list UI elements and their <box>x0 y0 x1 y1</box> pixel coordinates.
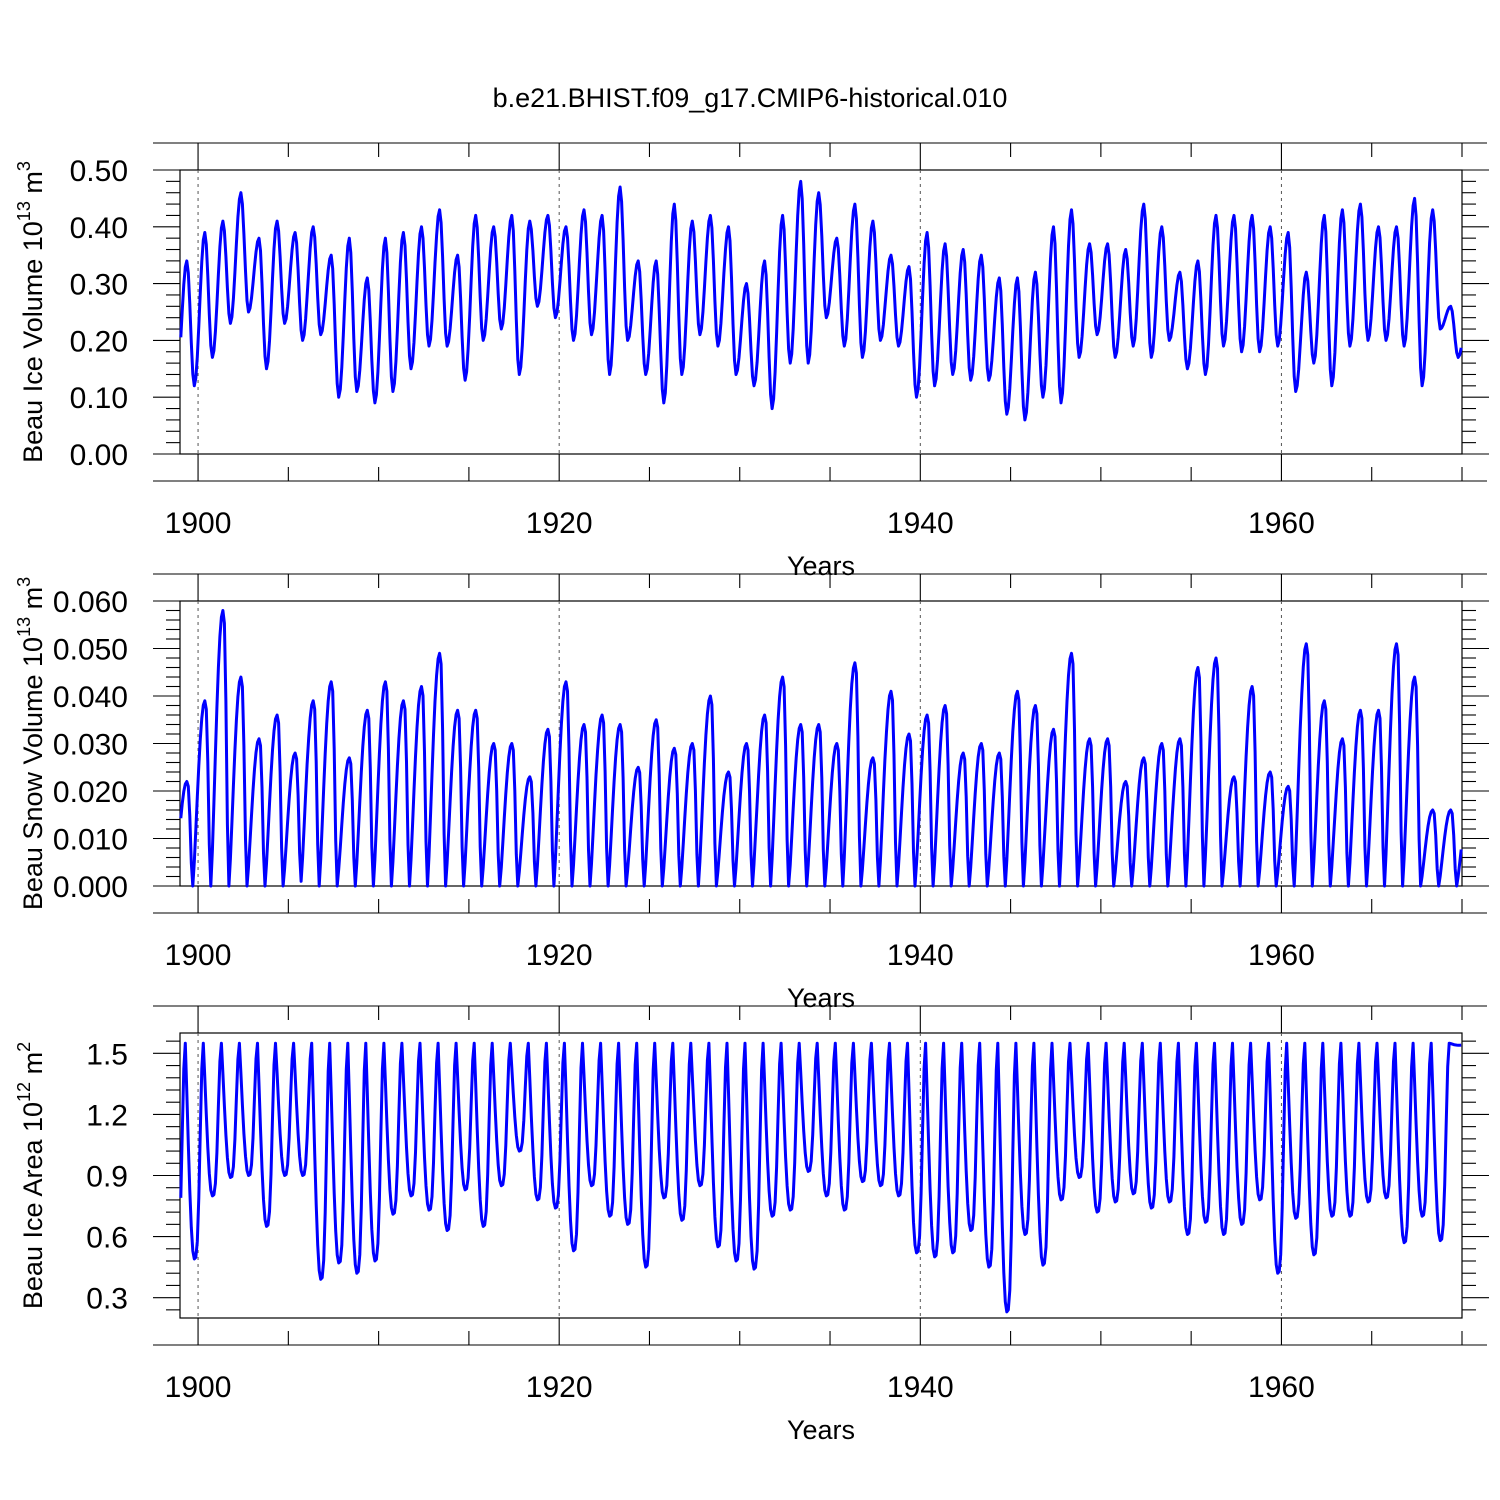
plot-frame <box>179 169 1463 455</box>
series-line-ice-area <box>179 1041 1462 1314</box>
x-tick-label: 1960 <box>1248 939 1315 972</box>
y-tick-label: 0.9 <box>86 1161 128 1194</box>
y-tick-label: 0.50 <box>70 155 128 188</box>
y-tick-label: 0.00 <box>70 439 128 472</box>
x-tick-label: 1920 <box>526 507 593 540</box>
y-tick-label: 0.060 <box>53 586 128 619</box>
x-tick-label: 1960 <box>1248 1371 1315 1404</box>
y-tick-label: 0.40 <box>70 212 128 245</box>
panel-snow-volume: 1900 1920 1940 1960 Years 0.000 0.010 0.020 0.03… <box>14 573 1489 1013</box>
x-tick-label: 1900 <box>165 939 232 972</box>
x-tick-label: 1940 <box>887 1371 954 1404</box>
y-tick-label: 0.000 <box>53 871 128 904</box>
y-tick-label: 0.20 <box>70 325 128 358</box>
x-tick-label: 1940 <box>887 939 954 972</box>
figure-title: b.e21.BHIST.f09_g17.CMIP6-historical.010 <box>493 83 1008 113</box>
series-line-ice-volume <box>179 179 1463 422</box>
x-axis-title: Years <box>787 1415 855 1445</box>
x-tick-label: 1900 <box>165 507 232 540</box>
y-tick-label: 0.030 <box>53 729 128 762</box>
panel-ice-area: 1900 1920 1940 1960 Years 0.3 0.6 0.9 1.2 1.5 Beau… <box>14 1005 1489 1445</box>
x-tick-label: 1960 <box>1248 507 1315 540</box>
x-axis-title: Years <box>787 551 855 581</box>
y-tick-label: 1.2 <box>86 1099 128 1132</box>
y-axis-title: Beau Ice Area 1012 m2 <box>14 1042 48 1309</box>
y-tick-label: 0.30 <box>70 269 128 302</box>
y-axis-title: Beau Ice Volume 1013 m3 <box>14 161 48 463</box>
y-tick-label: 0.040 <box>53 681 128 714</box>
y-tick-label: 0.050 <box>53 634 128 667</box>
x-tick-label: 1940 <box>887 507 954 540</box>
y-tick-label: 0.3 <box>86 1283 128 1316</box>
y-tick-label: 0.010 <box>53 824 128 857</box>
y-tick-label: 0.6 <box>86 1222 128 1255</box>
y-tick-label: 0.10 <box>70 382 128 415</box>
y-tick-label: 1.5 <box>86 1038 128 1071</box>
x-axis-title: Years <box>787 983 855 1013</box>
x-tick-label: 1900 <box>165 1371 232 1404</box>
x-tick-label: 1920 <box>526 939 593 972</box>
series-line-snow-volume <box>179 609 1463 888</box>
y-axis-title: Beau Snow Volume 1013 m3 <box>14 577 48 910</box>
x-tick-label: 1920 <box>526 1371 593 1404</box>
y-tick-label: 0.020 <box>53 776 128 809</box>
panel-ice-volume: 1900 1920 1940 1960 Years 0.00 0.10 0.20 0.30 0.4… <box>14 142 1489 581</box>
